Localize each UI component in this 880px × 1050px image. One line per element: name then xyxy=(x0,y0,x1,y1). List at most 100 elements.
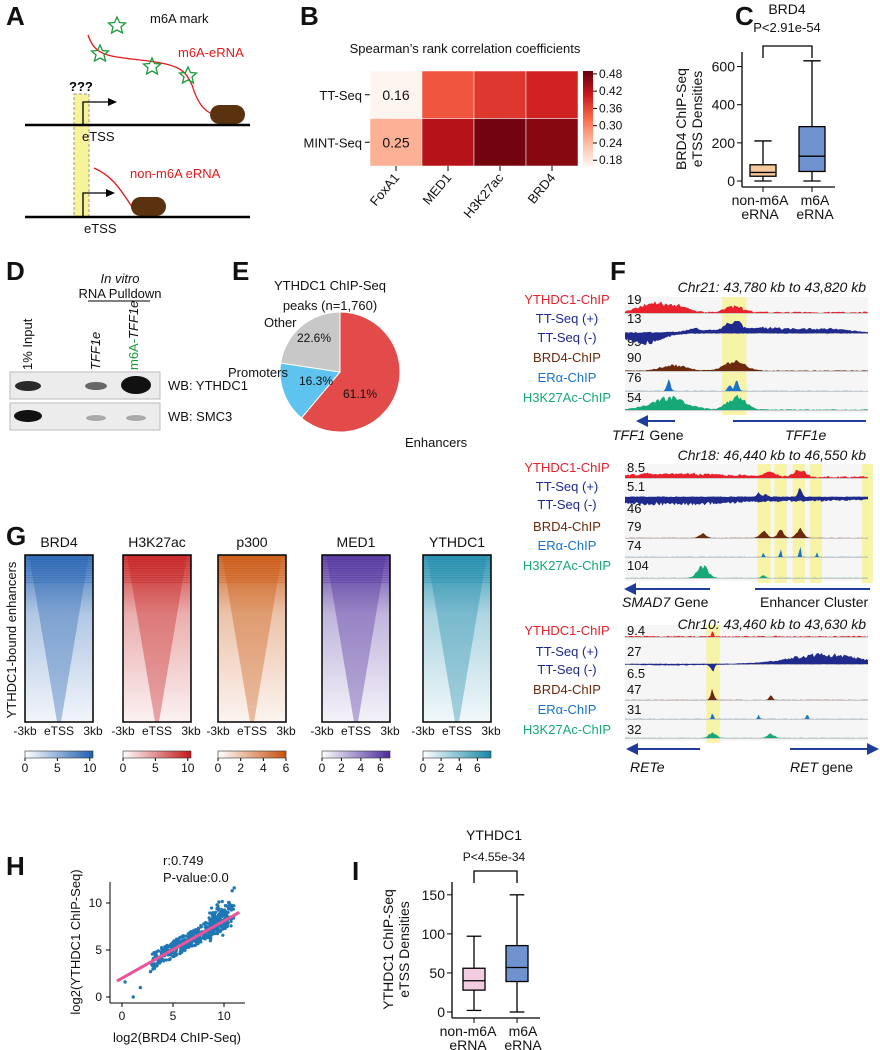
colorbar xyxy=(217,750,287,759)
blot-label-smc3: WB: SMC3 xyxy=(168,409,232,424)
x-tick-label: 3kb xyxy=(276,724,296,738)
pie-title-line2: peaks (n=1,760) xyxy=(283,298,377,313)
scatter-point xyxy=(164,947,168,951)
heatmap-signal xyxy=(123,555,191,722)
colorbar xyxy=(422,750,492,759)
track-scale: 74 xyxy=(627,538,641,553)
scatter-point xyxy=(151,967,155,971)
signal-track xyxy=(625,301,868,313)
heatmap-center-enrichment xyxy=(326,555,386,722)
tss-arrow-icon xyxy=(108,98,117,106)
x-tick-label: 5 xyxy=(170,1009,177,1023)
gene-name-suffix: gene xyxy=(818,759,853,775)
track-scale: 5.1 xyxy=(627,479,645,494)
colorbar-tick-label: 0.18 xyxy=(599,153,623,167)
panel-b-correlation-heatmap: Spearman’s rank correlation coefficients… xyxy=(303,41,622,221)
colorbar-tick-label: 4 xyxy=(456,761,463,775)
scatter-point xyxy=(205,925,209,930)
lane-label-m6a-tff1e: m6A-TFF1e xyxy=(126,301,141,370)
scatter-point xyxy=(189,929,193,934)
track-background xyxy=(625,464,868,581)
highlight-region xyxy=(722,297,747,415)
significance-bracket xyxy=(473,870,518,883)
scatter-point xyxy=(218,911,222,915)
heatmap-title: YTHDC1 xyxy=(429,534,485,550)
colorbar xyxy=(583,71,593,166)
non-m6a-erna-strand xyxy=(93,167,133,208)
gene-name-suffix: Gene xyxy=(670,594,708,610)
track-scale: 47 xyxy=(627,682,641,697)
gene-name-suffix: Enhancer Cluster xyxy=(760,594,869,610)
highlight-region xyxy=(809,464,822,583)
signal-track xyxy=(625,469,868,478)
box xyxy=(749,164,777,177)
heatmap-center-enrichment xyxy=(427,555,487,722)
x-tick-label: non-m6A xyxy=(732,192,789,208)
gene-name-italic: TFF1 xyxy=(612,427,645,443)
track-label: TT-Seq (-) xyxy=(537,662,596,677)
slice-label: Enhancers xyxy=(405,435,468,450)
scatter-point xyxy=(159,950,163,954)
scatter-point xyxy=(225,923,229,928)
box xyxy=(505,944,529,983)
heatmap-frame xyxy=(122,554,192,723)
scatter-point xyxy=(193,930,198,934)
colorbar-tick-label: 6 xyxy=(377,761,384,775)
y-tick-label: 0 xyxy=(437,1004,445,1020)
y-tick-label: 150 xyxy=(422,887,446,903)
panel-f-genome-tracks: Chr21: 43,780 kb to 43,820 kb YTHDC1-ChIP… xyxy=(523,279,879,775)
scatter-point xyxy=(152,952,156,956)
heatmap-cell xyxy=(525,118,579,167)
x-tick-label: 3kb xyxy=(481,724,501,738)
track-label: TT-Seq (+) xyxy=(536,311,599,326)
scatter-point xyxy=(209,935,213,940)
gene-label: SMAD7 Gene xyxy=(622,594,709,610)
scatter-point xyxy=(131,995,135,999)
row-label: MINT-Seq xyxy=(303,135,362,150)
panel-c-boxplot: BRD4 P<2.91e-54 0 200 400 600 BRD4 ChIP-Seq eTS… xyxy=(673,1,835,222)
scatter-point xyxy=(232,886,236,890)
p-value: P<2.91e-54 xyxy=(753,20,821,35)
colorbar xyxy=(122,750,192,759)
highlight-region xyxy=(792,464,805,583)
colorbar-tick-label: 0.24 xyxy=(599,136,623,150)
colorbar-tick-label: 0 xyxy=(22,761,29,775)
panel-letter-b: B xyxy=(300,1,319,31)
heatmap-title: H3K27ac xyxy=(128,534,186,550)
heatmap-cell xyxy=(421,118,475,167)
colorbar xyxy=(321,750,391,759)
scatter-point xyxy=(214,927,218,932)
y-tick-label: 50 xyxy=(429,965,445,981)
x-tick-label: m6A xyxy=(509,1023,538,1039)
scatter-point xyxy=(191,933,196,937)
panel-letter-h: H xyxy=(6,851,25,881)
x-tick-label: 3kb xyxy=(380,724,400,738)
scatter-point xyxy=(213,920,217,924)
scatter-point xyxy=(199,925,203,929)
x-tick-label: -3kb xyxy=(111,724,135,738)
scatter-point xyxy=(148,969,153,974)
signal-track xyxy=(625,664,868,672)
heatmap-center-enrichment xyxy=(29,555,89,722)
track-scale: 104 xyxy=(627,558,649,573)
significance-bracket xyxy=(762,45,813,58)
y-tick-label: 400 xyxy=(712,97,736,113)
column-label: FoxA1 xyxy=(367,170,403,208)
locus-1: Chr21: 43,780 kb to 43,820 kb YTHDC1-ChIP… xyxy=(523,279,868,443)
colorbar-tick-label: 5 xyxy=(54,761,61,775)
chart-title: BRD4 xyxy=(768,1,806,17)
arrow-left-icon xyxy=(626,743,638,755)
track-label: H3K27Ac-ChIP xyxy=(523,390,611,405)
heatmap-frame xyxy=(422,554,492,723)
panel-i-boxplot: YTHDC1 P<4.55e-34 0 50 100 150 YTHDC1 ChIP-Seq… xyxy=(380,827,542,1050)
x-tick-label: eTSS xyxy=(442,724,472,738)
scatter-point xyxy=(215,903,219,907)
slice-percent: 16.3% xyxy=(299,374,333,388)
track-label: YTHDC1-ChIP xyxy=(524,623,609,638)
scatter-point xyxy=(229,924,233,928)
scatter-point xyxy=(208,911,212,915)
scatter-point xyxy=(167,958,171,962)
locus-2: Chr18: 46,440 kb to 46,550 kb YTHDC1-ChIP… xyxy=(523,447,873,610)
pie-slice xyxy=(300,311,401,433)
gene-label: TFF1e xyxy=(785,427,826,443)
